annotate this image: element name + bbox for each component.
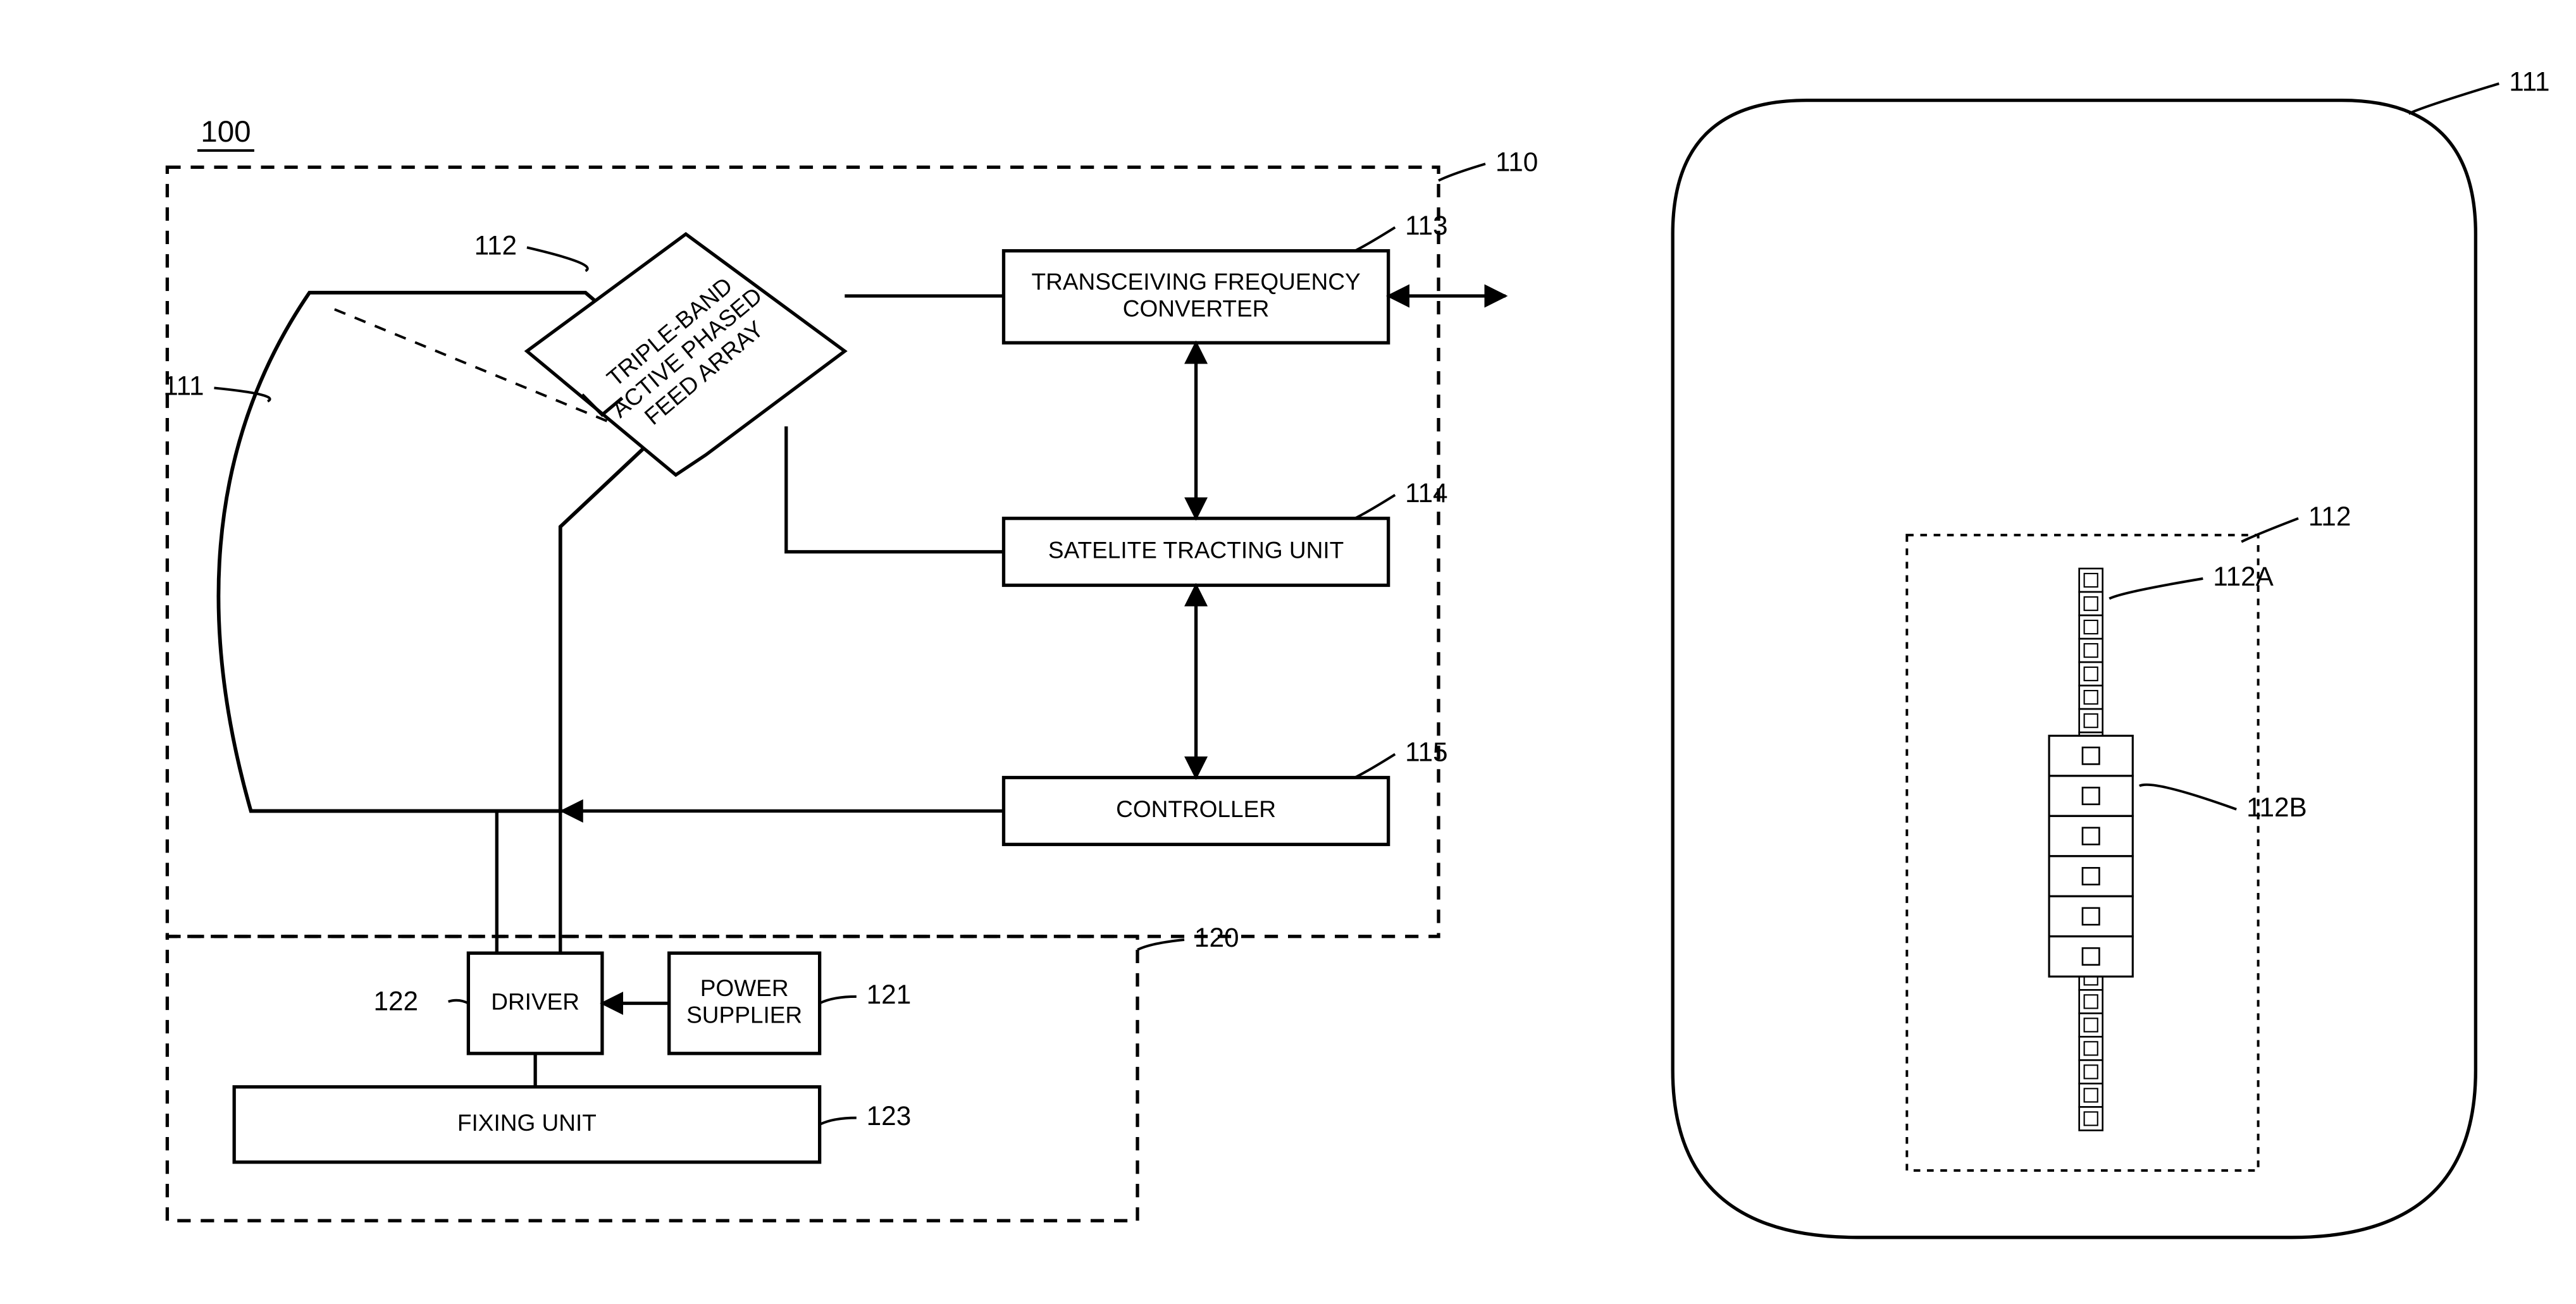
svg-text:110: 110	[1495, 147, 1538, 176]
array-b-cell-inner	[2083, 787, 2099, 804]
leader-line	[820, 1118, 857, 1125]
svg-text:POWER: POWER	[700, 975, 789, 1001]
array-b-cell-inner	[2083, 868, 2099, 884]
array-a-cell-inner	[2084, 1042, 2098, 1055]
leader-line	[820, 997, 857, 1004]
svg-text:100: 100	[201, 115, 251, 149]
array-a-cell-inner	[2084, 1018, 2098, 1031]
controller: CONTROLLER	[1003, 778, 1388, 845]
array-a-cell-inner	[2084, 597, 2098, 610]
svg-text:DRIVER: DRIVER	[491, 988, 579, 1014]
svg-text:113: 113	[1405, 211, 1447, 240]
svg-text:SUPPLIER: SUPPLIER	[686, 1001, 802, 1028]
leader-line	[1355, 228, 1395, 251]
svg-text:114: 114	[1405, 478, 1447, 508]
leader-line	[1137, 940, 1184, 950]
array-a-cell-inner	[2084, 714, 2098, 727]
array-a-cell-inner	[2084, 691, 2098, 704]
leader-line	[1355, 754, 1395, 778]
array-a-cell-inner	[2084, 644, 2098, 657]
svg-text:FIXING UNIT: FIXING UNIT	[457, 1109, 597, 1136]
group-120-box	[167, 937, 1137, 1221]
leader-line	[1355, 495, 1395, 519]
array-a-cell-inner	[2084, 1065, 2098, 1078]
power-supplier: POWERSUPPLIER	[669, 953, 820, 1054]
svg-text:SATELITE TRACTING UNIT: SATELITE TRACTING UNIT	[1048, 536, 1344, 563]
svg-text:CONVERTER: CONVERTER	[1123, 295, 1270, 321]
array-b-cell-inner	[2083, 747, 2099, 764]
transceiving-frequency-converter: TRANSCEIVING FREQUENCYCONVERTER	[1003, 251, 1388, 343]
array-b-cell-inner	[2083, 828, 2099, 844]
svg-text:112A: 112A	[2213, 562, 2274, 591]
diagram-id: 100	[197, 115, 254, 151]
svg-text:112B: 112B	[2246, 792, 2307, 822]
fixing-unit: FIXING UNIT	[234, 1087, 819, 1162]
svg-text:122: 122	[373, 987, 418, 1016]
svg-text:120: 120	[1194, 923, 1239, 952]
satellite-tracking-unit: SATELITE TRACTING UNIT	[1003, 519, 1388, 586]
leader-line	[527, 247, 588, 271]
leader-line	[449, 1000, 469, 1004]
driver: DRIVER	[468, 953, 602, 1054]
svg-text:CONTROLLER: CONTROLLER	[1116, 796, 1276, 822]
leader-line	[1439, 164, 1485, 180]
array-a-cell-inner	[2084, 667, 2098, 680]
array-b-cell-inner	[2083, 908, 2099, 925]
array-a-cell-inner	[2084, 995, 2098, 1008]
svg-text:121: 121	[867, 980, 912, 1009]
array-a-cell-inner	[2084, 620, 2098, 634]
connector	[786, 426, 1004, 551]
svg-text:112: 112	[474, 231, 517, 261]
array-a-cell-inner	[2084, 1112, 2098, 1125]
array-a-cell-inner	[2084, 574, 2098, 587]
svg-text:112: 112	[2308, 501, 2351, 531]
svg-text:111: 111	[2509, 66, 2549, 96]
svg-text:123: 123	[867, 1101, 912, 1131]
right-reflector-outline	[1673, 101, 2475, 1238]
array-a-cell-inner	[2084, 1088, 2098, 1102]
svg-text:TRANSCEIVING FREQUENCY: TRANSCEIVING FREQUENCY	[1032, 268, 1361, 295]
array-b-cell-inner	[2083, 948, 2099, 964]
svg-text:111: 111	[163, 371, 204, 401]
svg-text:115: 115	[1405, 737, 1447, 767]
leader-line	[2409, 83, 2499, 114]
